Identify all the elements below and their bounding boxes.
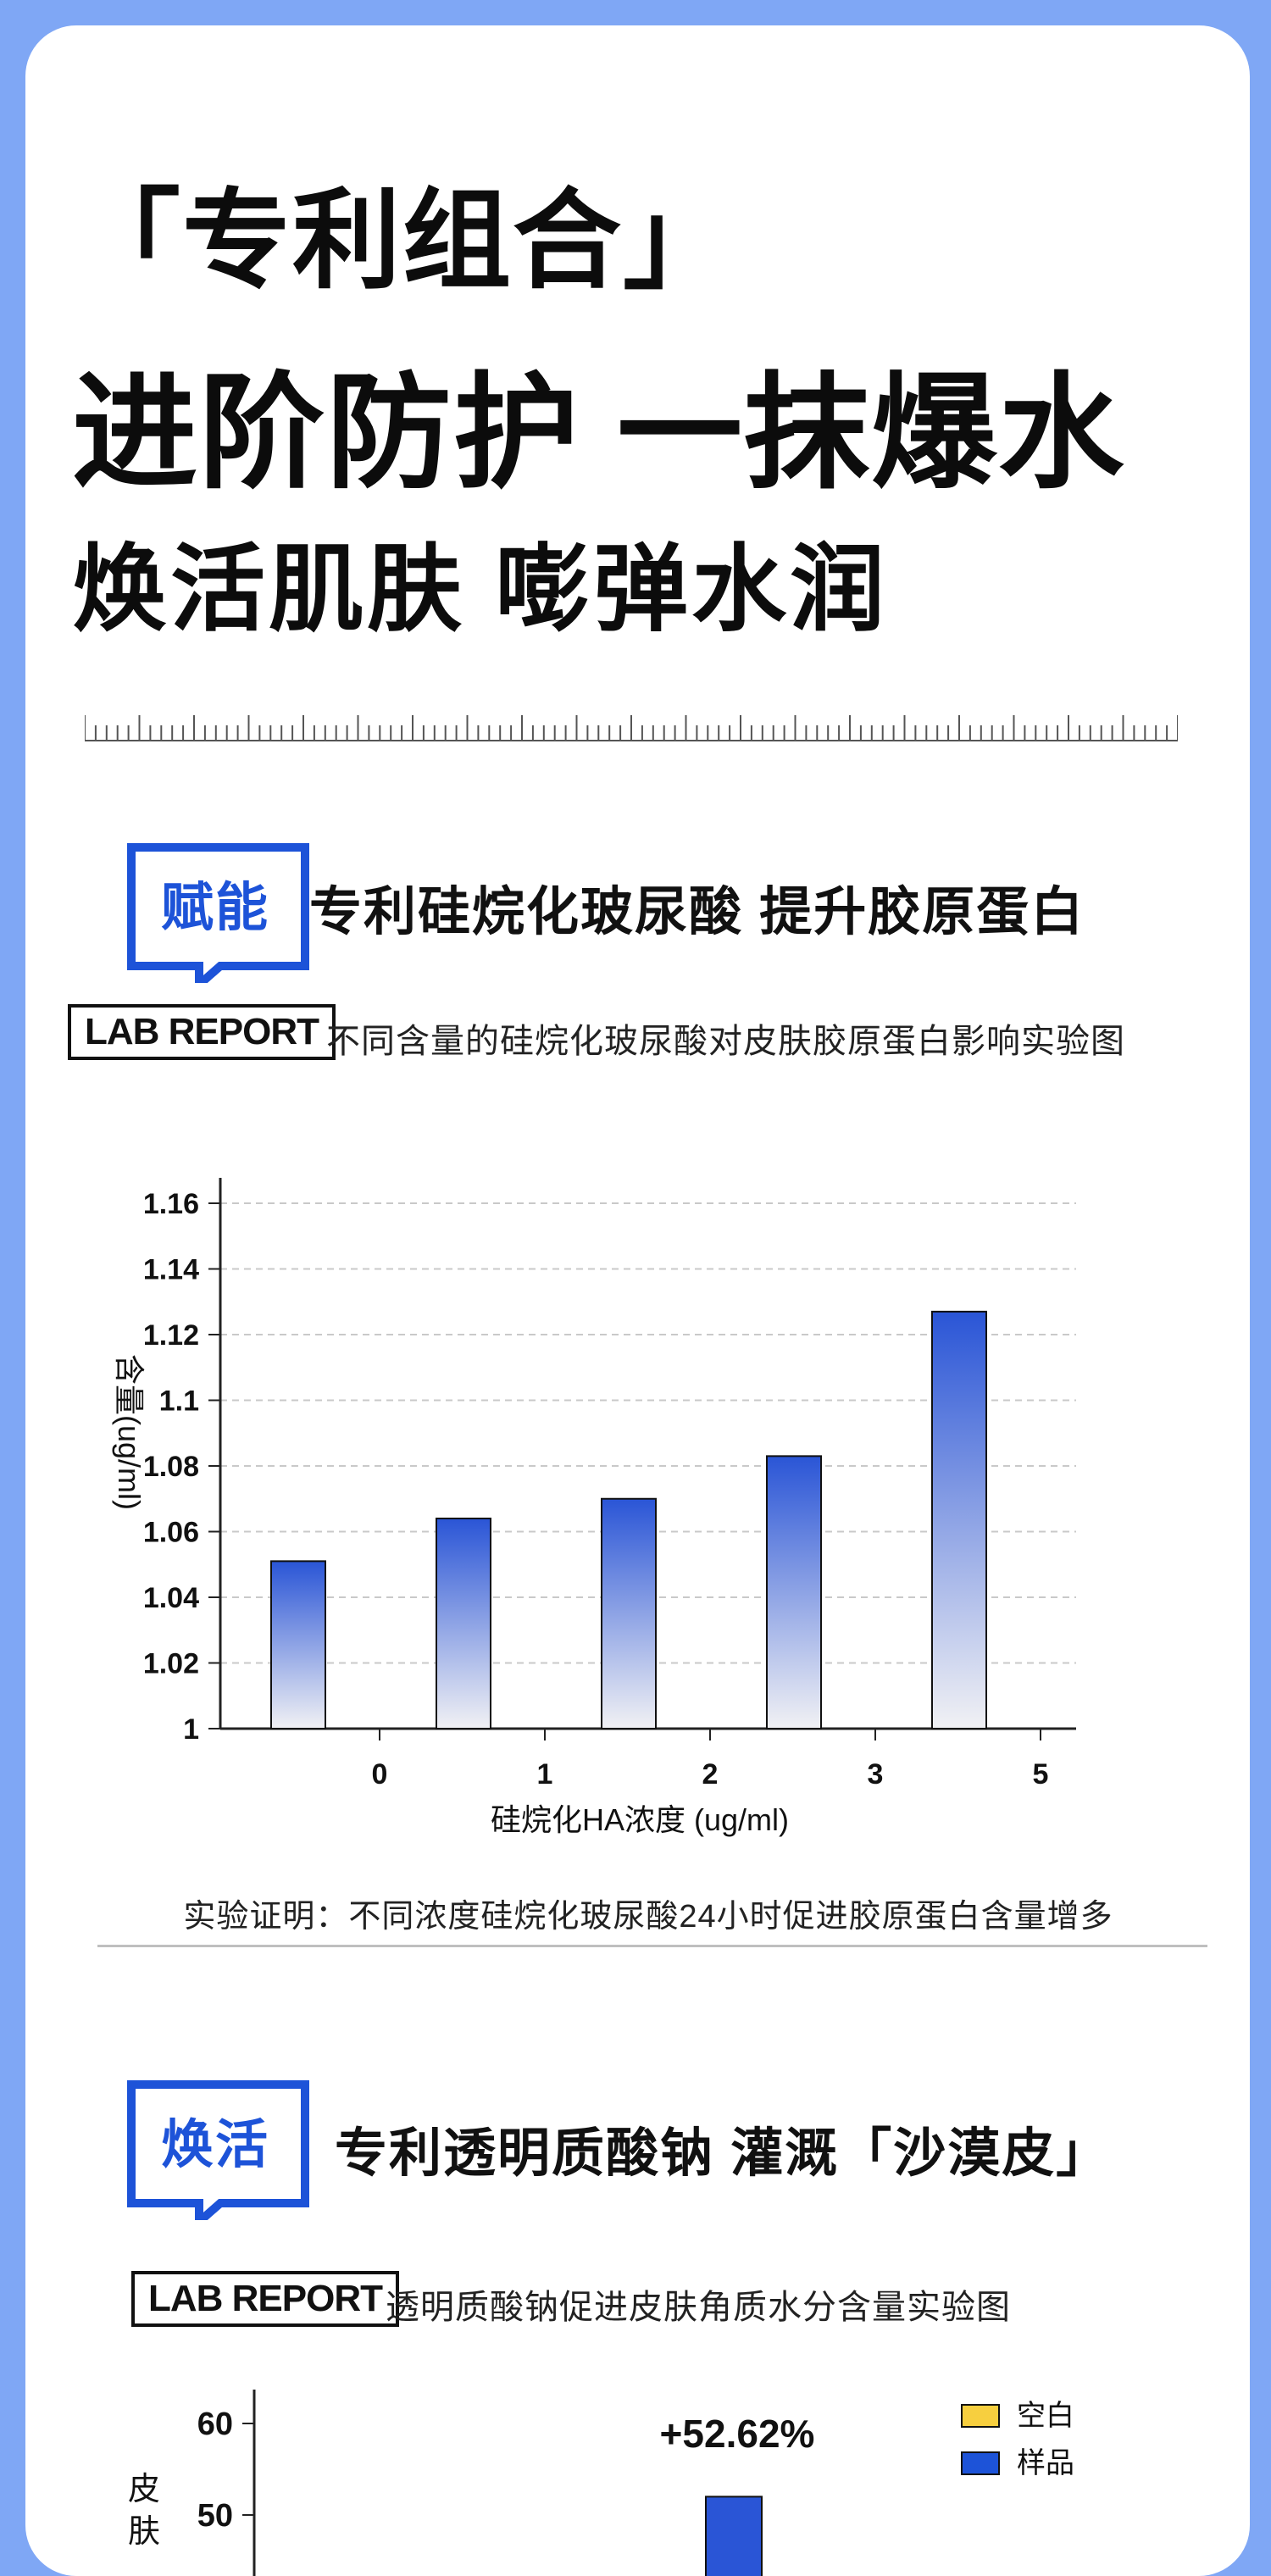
legend-label: 空白 (1017, 2400, 1074, 2432)
headline-line-2: 进阶防护 一抹爆水 (72, 364, 1126, 503)
x-tick-label: 3 (868, 1758, 884, 1790)
y-tick-label: 1.1 (159, 1385, 199, 1418)
bar (601, 1497, 657, 1729)
legend-label: 样品 (1017, 2447, 1074, 2479)
section2-badge-label: 焕活 (160, 2116, 269, 2174)
bar (270, 1560, 326, 1729)
bar (436, 1518, 491, 1729)
x-tick-label: 5 (1033, 1758, 1049, 1790)
x-tick-label: 1 (537, 1758, 553, 1790)
ruler-divider (85, 715, 1178, 741)
y-tick-label: 1.04 (143, 1582, 199, 1614)
collagen-bar-chart: 1 1.02 1.04 1.06 1.08 1.1 1.12 1.14 1.16 0 1 2 3 5 硅烷化… (112, 1178, 1076, 1837)
y-tick-label: 1.06 (143, 1517, 199, 1549)
y-axis-label: 含量(ug/ml) (112, 1354, 147, 1510)
section2-badge: 焕活 (123, 2076, 322, 2220)
section1-lab-report-tag: LAB REPORT (68, 1004, 336, 1060)
x-tick-label: 2 (702, 1758, 719, 1790)
section1-lab-caption: 不同含量的硅烷化玻尿酸对皮肤胶原蛋白影响实验图 (326, 1023, 1125, 1060)
bar (705, 2496, 763, 2576)
y-tick-label: 1.12 (143, 1319, 199, 1352)
legend-swatch (961, 2451, 1000, 2475)
y-tick-label: 1.08 (143, 1451, 199, 1483)
section1-badge: 赋能 (123, 839, 322, 983)
y-tick-label: 60 (197, 2407, 233, 2442)
x-axis-label: 硅烷化HA浓度 (ug/ml) (491, 1802, 789, 1837)
headline-line-1: 「专利组合」 (72, 180, 734, 302)
speech-bubble-icon (127, 843, 309, 983)
y-tick-label: 50 (197, 2498, 233, 2534)
bar (766, 1455, 822, 1729)
percent-annotation: +52.62% (660, 2412, 815, 2456)
y-axis-label-char: 肤 (128, 2514, 160, 2550)
headline-line-3: 焕活肌肤 嘭弹水润 (72, 536, 889, 642)
y-tick-label: 1.16 (143, 1188, 199, 1220)
section1-badge-label: 赋能 (160, 879, 269, 937)
speech-bubble-icon (127, 2080, 309, 2220)
bar (931, 1310, 987, 1729)
x-tick-label: 0 (372, 1758, 388, 1790)
conclusion-underline (97, 1945, 1207, 1947)
section1-conclusion: 实验证明：不同浓度硅烷化玻尿酸24小时促进胶原蛋白含量增多 (183, 1899, 1113, 1935)
section2-lab-report-tag: LAB REPORT (131, 2271, 399, 2327)
legend-swatch (961, 2404, 1000, 2428)
y-axis-label-char: 皮 (128, 2472, 160, 2507)
section2-title: 专利透明质酸钠 灌溉「沙漠皮」 (335, 2124, 1111, 2183)
y-tick-label: 1.14 (143, 1254, 199, 1286)
y-tick-label: 1 (183, 1713, 199, 1746)
content-card: 「专利组合」 进阶防护 一抹爆水 焕活肌肤 嘭弹水润 赋能 专利硅烷化玻尿酸 提… (25, 25, 1250, 2576)
y-tick-label: 1.02 (143, 1648, 199, 1680)
section2-lab-caption: 透明质酸钠促进皮肤角质水分含量实验图 (386, 2289, 1011, 2326)
section1-title: 专利硅烷化玻尿酸 提升胶原蛋白 (309, 883, 1085, 941)
